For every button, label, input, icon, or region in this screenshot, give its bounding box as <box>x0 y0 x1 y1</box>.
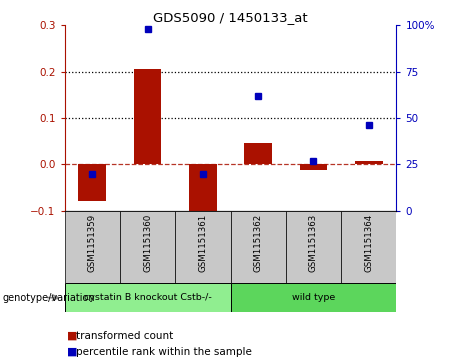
Bar <box>65 211 120 283</box>
Text: GSM1151360: GSM1151360 <box>143 214 152 272</box>
Bar <box>341 211 396 283</box>
Text: GSM1151359: GSM1151359 <box>88 214 97 272</box>
Text: transformed count: transformed count <box>76 331 173 341</box>
Text: cystatin B knockout Cstb-/-: cystatin B knockout Cstb-/- <box>83 293 212 302</box>
Bar <box>286 211 341 283</box>
Bar <box>300 164 327 170</box>
Text: genotype/variation: genotype/variation <box>2 293 95 303</box>
Text: GSM1151361: GSM1151361 <box>198 214 207 272</box>
Bar <box>175 211 230 283</box>
Bar <box>120 211 175 283</box>
Bar <box>189 164 217 211</box>
Bar <box>230 211 286 283</box>
Text: GSM1151363: GSM1151363 <box>309 214 318 272</box>
Text: ■: ■ <box>67 331 77 341</box>
Bar <box>230 283 396 312</box>
Bar <box>78 164 106 201</box>
Bar <box>134 69 161 164</box>
Bar <box>355 160 383 164</box>
Bar <box>65 283 230 312</box>
Title: GDS5090 / 1450133_at: GDS5090 / 1450133_at <box>153 11 308 24</box>
Bar <box>244 143 272 164</box>
Text: wild type: wild type <box>292 293 335 302</box>
Text: GSM1151364: GSM1151364 <box>364 214 373 272</box>
Text: GSM1151362: GSM1151362 <box>254 214 263 272</box>
Text: ■: ■ <box>67 347 77 357</box>
Text: percentile rank within the sample: percentile rank within the sample <box>76 347 252 357</box>
